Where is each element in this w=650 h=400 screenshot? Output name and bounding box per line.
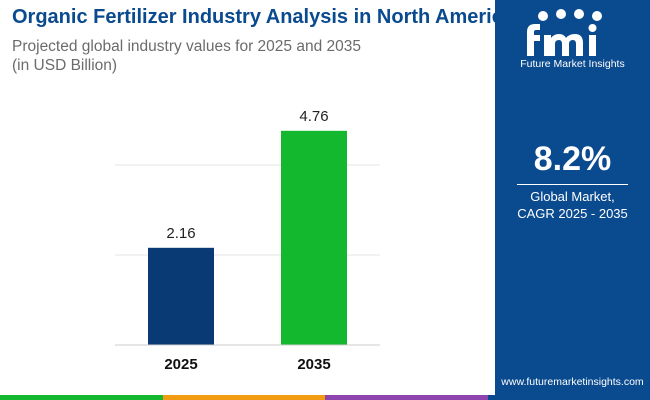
subtitle-line-2: (in USD Billion)	[12, 57, 118, 74]
chart-canvas: 2.16 2025 4.76 2035	[115, 108, 380, 373]
side-panel: Future Market Insights 8.2% Global Marke…	[495, 0, 650, 400]
brand-tagline: Future Market Insights	[520, 58, 625, 70]
x-tick-label-2025: 2025	[164, 356, 197, 373]
data-label-2035: 4.76	[299, 108, 328, 125]
subtitle-line-1: Projected global industry values for 202…	[12, 38, 361, 55]
chart-subtitle: Projected global industry values for 202…	[12, 37, 432, 75]
data-label-2025: 2.16	[166, 225, 195, 242]
bar-2025	[148, 247, 214, 345]
cagr-label: Global Market, CAGR 2025 - 2035	[495, 188, 650, 222]
website-link[interactable]: www.futuremarketinsights.com	[501, 376, 644, 388]
cagr-divider	[517, 184, 628, 185]
chart-title: Organic Fertilizer Industry Analysis in …	[12, 6, 514, 28]
bottom-bar-segment	[487, 395, 650, 400]
fmi-logo-icon	[527, 9, 602, 56]
cagr-label-line-2: CAGR 2025 - 2035	[517, 206, 628, 221]
x-tick-label-2035: 2035	[297, 356, 330, 373]
bottom-bar-segment	[325, 395, 488, 400]
bar-chart: 2.16 2025 4.76 2035	[115, 108, 380, 373]
bottom-bar-segment	[162, 395, 325, 400]
cagr-value: 8.2%	[533, 140, 612, 178]
bar-2035	[281, 130, 347, 345]
bottom-color-bar	[0, 395, 650, 400]
cagr-label-line-1: Global Market,	[530, 189, 615, 204]
bottom-bar-segment	[0, 395, 163, 400]
